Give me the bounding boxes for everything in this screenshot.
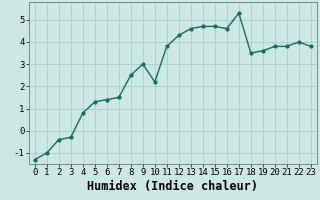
- X-axis label: Humidex (Indice chaleur): Humidex (Indice chaleur): [87, 180, 258, 193]
